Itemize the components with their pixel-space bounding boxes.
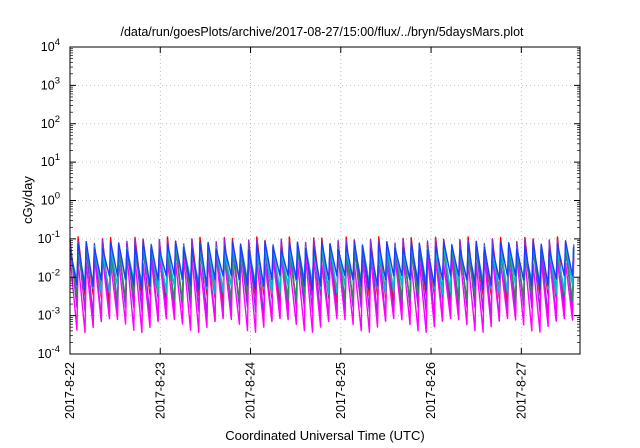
y-tick-label: 102 bbox=[41, 114, 60, 131]
x-tick-label: 2017-8-27 bbox=[514, 362, 528, 419]
y-axis: 10-4 10-3 10-2 10-1 100 101 102 103 104 bbox=[38, 37, 580, 361]
y-tick-label: 10-1 bbox=[38, 229, 60, 246]
y-tick-label: 103 bbox=[41, 75, 60, 92]
x-tick-label: 2017-8-22 bbox=[63, 362, 77, 419]
x-tick-label: 2017-8-25 bbox=[334, 362, 348, 419]
y-tick-label: 10-3 bbox=[38, 306, 60, 323]
y-tick-label: 10-2 bbox=[38, 267, 60, 284]
chart-title: /data/run/goesPlots/archive/2017-08-27/1… bbox=[120, 25, 524, 39]
y-tick-label: 10-4 bbox=[38, 344, 60, 361]
y-tick-label: 101 bbox=[41, 152, 60, 169]
x-tick-label: 2017-8-26 bbox=[424, 362, 438, 419]
series-line bbox=[69, 240, 575, 291]
x-axis-label: Coordinated Universal Time (UTC) bbox=[225, 428, 424, 443]
y-axis-label: cGy/day bbox=[20, 176, 35, 224]
y-tick-label: 104 bbox=[41, 37, 60, 54]
y-tick-label: 100 bbox=[41, 191, 60, 208]
x-tick-label: 2017-8-24 bbox=[244, 362, 258, 419]
series-group bbox=[69, 236, 575, 334]
x-tick-label: 2017-8-23 bbox=[153, 362, 167, 419]
x-axis: 2017-8-22 2017-8-23 2017-8-24 2017-8-25 2017… bbox=[63, 47, 528, 419]
grid bbox=[70, 47, 580, 354]
